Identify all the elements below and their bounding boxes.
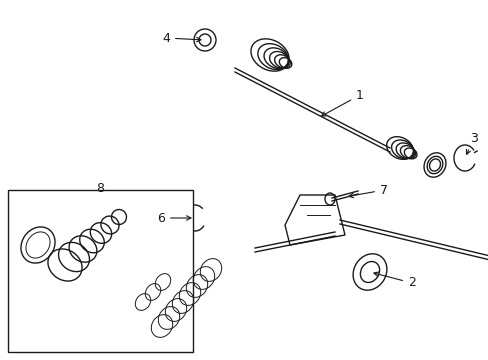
Text: 1: 1 bbox=[321, 89, 363, 116]
Text: 4: 4 bbox=[162, 32, 201, 45]
Text: 2: 2 bbox=[373, 272, 415, 289]
Text: 5: 5 bbox=[0, 359, 1, 360]
Text: 3: 3 bbox=[466, 131, 477, 154]
Bar bbox=[8, 190, 193, 352]
Text: 7: 7 bbox=[348, 184, 387, 198]
Text: 6: 6 bbox=[157, 212, 191, 225]
Text: 8: 8 bbox=[96, 182, 104, 195]
